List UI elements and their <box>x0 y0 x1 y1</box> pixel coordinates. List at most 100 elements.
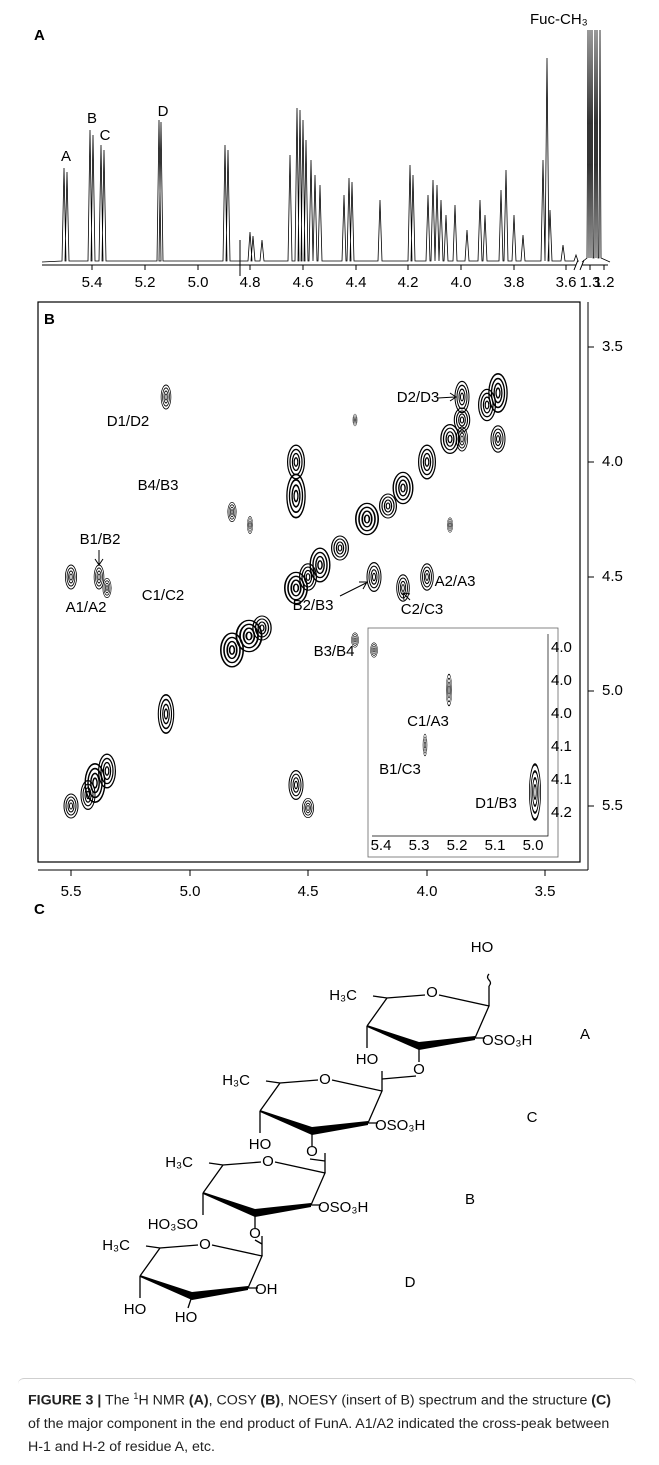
peak-label: C <box>100 127 111 144</box>
chemical-group: OSO₃H <box>482 1032 532 1049</box>
chemical-group: O <box>413 1061 425 1078</box>
structure <box>139 973 492 1309</box>
chemical-group: HO <box>471 939 494 956</box>
contour <box>157 693 175 735</box>
inset-frame <box>367 627 559 858</box>
cross-peak-label: D1/B3 <box>475 795 517 812</box>
x-tick-label: 4.5 <box>298 883 319 900</box>
x-tick-label: 5.2 <box>135 274 156 291</box>
y-tick-label: 4.5 <box>602 568 623 585</box>
caption-text: of the major component in the end produc… <box>28 1415 610 1455</box>
chemical-group: OSO₃H <box>375 1117 425 1134</box>
chemical-group: HO <box>124 1301 147 1318</box>
contour <box>285 473 307 519</box>
cross-peak-label: A1/A2 <box>66 599 107 616</box>
y-tick-label: 4.1 <box>551 738 572 755</box>
x-tick-label: 4.8 <box>240 274 261 291</box>
panel-label: C <box>34 901 45 918</box>
y-tick-label: 5.0 <box>602 682 623 699</box>
chemical-group: OSO₃H <box>318 1199 368 1216</box>
chemical-group: O <box>249 1225 261 1242</box>
x-tick-label: 4.0 <box>451 274 472 291</box>
residue-label: A <box>580 1026 590 1043</box>
chemical-group: H₃C <box>329 987 357 1004</box>
y-tick-label: 4.1 <box>551 771 572 788</box>
chemical-group: H₃C <box>102 1237 130 1254</box>
cross-peak-label: B1/C3 <box>379 761 421 778</box>
contour <box>93 564 105 590</box>
cross-peak-label: B2/B3 <box>293 597 334 614</box>
y-tick-label: 3.5 <box>602 338 623 355</box>
x-tick-label: 5.1 <box>485 837 506 854</box>
contour <box>490 425 506 453</box>
contour <box>392 471 414 505</box>
contour <box>455 426 469 452</box>
inset-axis <box>372 634 549 837</box>
x-tick-label: 4.4 <box>346 274 367 291</box>
cross-peak-label: C1/C2 <box>142 587 185 604</box>
chemical-group: O <box>426 984 438 1001</box>
contour <box>420 563 434 591</box>
figure: A Fuc-CH₃ B C 5.4 5.2 5.0 4.8 4.6 4.4 4.2 4.0 3.… <box>34 11 623 1326</box>
caption-text: FIGURE 3 | <box>28 1392 102 1409</box>
caption-text: (B) <box>260 1392 281 1409</box>
x-tick-label: 4.2 <box>398 274 419 291</box>
contour <box>235 619 263 653</box>
contour <box>97 753 117 789</box>
contour <box>331 535 349 561</box>
x-tick-label: 5.2 <box>447 837 468 854</box>
x-tick-label: 1.2 <box>594 274 615 291</box>
contour <box>354 502 380 536</box>
x-tick-label: 5.3 <box>409 837 430 854</box>
contour <box>446 517 454 533</box>
cross-peak-label: C2/C3 <box>401 601 444 618</box>
contour <box>301 798 315 818</box>
residue-label: B <box>465 1191 475 1208</box>
chemical-group: O <box>319 1071 331 1088</box>
caption-text: The <box>101 1392 134 1409</box>
x-tick-label: 5.4 <box>371 837 392 854</box>
chemical-group: H₃C <box>165 1154 193 1171</box>
x-tick-label: 5.0 <box>180 883 201 900</box>
cross-peak-label: A2/A3 <box>435 573 476 590</box>
x-tick-label: 5.4 <box>82 274 103 291</box>
residue-label: D <box>405 1274 416 1291</box>
y-tick-label: 4.0 <box>551 672 572 689</box>
contour <box>64 564 78 590</box>
y-tick-label: 5.5 <box>602 797 623 814</box>
contour <box>63 793 79 819</box>
cross-peak-label: D1/D2 <box>107 413 150 430</box>
caption-text: H NMR <box>138 1392 189 1409</box>
x-tick-label: 3.5 <box>535 883 556 900</box>
cross-peak-label: B4/B3 <box>138 477 179 494</box>
y-tick-label: 4.0 <box>551 639 572 656</box>
contour <box>102 578 112 598</box>
caption-text: (C) <box>591 1392 611 1409</box>
cross-peak-label: D2/D3 <box>397 389 440 406</box>
cross-peak-label: B1/B2 <box>80 531 121 548</box>
contour <box>488 372 508 414</box>
chemical-group: HO₃SO <box>148 1216 198 1233</box>
x-tick-label: 5.5 <box>61 883 82 900</box>
contour <box>288 769 304 801</box>
caption-text: (A) <box>188 1392 209 1409</box>
chemical-group: O <box>306 1143 318 1160</box>
contour <box>160 384 172 410</box>
chemical-group: H₃C <box>222 1072 250 1089</box>
y-tick-label: 4.2 <box>551 804 572 821</box>
caption-text: , NOESY (insert of B) spectrum and the s… <box>280 1392 592 1409</box>
caption: FIGURE 3 | The 1H NMR (A), COSY (B), NOE… <box>18 1378 636 1465</box>
chemical-group: OH <box>255 1281 278 1298</box>
contour <box>246 516 254 534</box>
peak-label: D <box>158 103 169 120</box>
chemical-group: O <box>262 1153 274 1170</box>
caption-text: 1 <box>133 1391 139 1401</box>
residue-label: C <box>527 1109 538 1126</box>
contour <box>379 493 397 519</box>
spectrum <box>41 29 611 263</box>
annotation: Fuc-CH₃ <box>530 11 588 28</box>
cross-peak-label: B3/B4 <box>314 643 355 660</box>
x-tick-label: 3.6 <box>556 274 577 291</box>
contour <box>366 561 382 593</box>
